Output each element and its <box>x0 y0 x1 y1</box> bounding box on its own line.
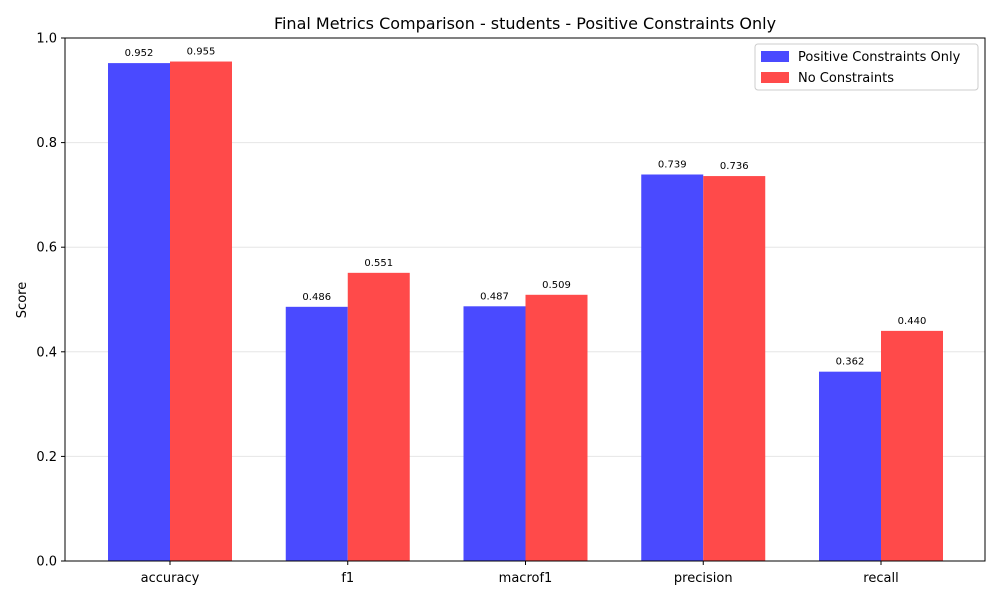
bar-recall-series-1 <box>881 330 943 561</box>
bar-value-label: 0.736 <box>720 161 749 172</box>
bar-macrof1-series-0 <box>463 306 526 561</box>
y-tick-label: 0.8 <box>36 136 57 151</box>
bar-value-label: 0.440 <box>898 316 927 327</box>
bar-value-label: 0.362 <box>836 357 865 368</box>
y-tick-label: 0.4 <box>36 345 57 360</box>
data-labels: 0.952 0.955 0.486 0.551 0.487 0.509 0.739 0.736… <box>125 47 927 368</box>
bar-value-label: 0.551 <box>364 258 393 269</box>
legend-box <box>754 43 979 91</box>
bar-accuracy-series-0 <box>108 63 170 561</box>
bar-precision-series-1 <box>703 176 766 561</box>
bars <box>108 61 943 562</box>
bar-value-label: 0.509 <box>542 280 571 291</box>
x-tick-label: accuracy <box>141 571 200 586</box>
bar-value-label: 0.955 <box>187 47 216 58</box>
bar-value-label: 0.952 <box>125 48 154 59</box>
y-axis: 0.0 0.2 0.4 0.6 0.8 1.0 <box>36 32 65 570</box>
bar-value-label: 0.487 <box>480 291 509 302</box>
bar-value-label: 0.739 <box>658 160 687 171</box>
bar-macrof1-series-1 <box>525 294 588 561</box>
y-axis-label: Score <box>15 282 30 318</box>
bar-f1-series-0 <box>285 306 348 561</box>
bar-value-label: 0.486 <box>302 292 331 303</box>
bar-accuracy-series-1 <box>170 61 232 561</box>
bar-recall-series-0 <box>819 371 881 561</box>
y-tick-label: 1.0 <box>36 32 57 47</box>
legend-label: No Constraints <box>798 71 894 86</box>
x-axis: accuracy f1 macrof1 precision recall <box>141 561 899 586</box>
legend-swatch <box>761 72 789 83</box>
x-tick-label: f1 <box>341 571 354 586</box>
legend-swatch <box>761 51 789 62</box>
bar-precision-series-0 <box>641 174 704 562</box>
legend-label: Positive Constraints Only <box>798 50 961 65</box>
legend: Positive Constraints Only No Constraints <box>754 43 979 91</box>
chart-title: Final Metrics Comparison - students - Po… <box>274 14 776 33</box>
x-tick-label: precision <box>674 571 733 586</box>
y-tick-label: 0.0 <box>36 555 57 570</box>
y-tick-label: 0.6 <box>36 241 57 256</box>
y-tick-label: 0.2 <box>36 450 57 465</box>
bar-f1-series-1 <box>347 272 410 561</box>
x-tick-label: macrof1 <box>499 571 553 586</box>
x-tick-label: recall <box>863 571 898 586</box>
